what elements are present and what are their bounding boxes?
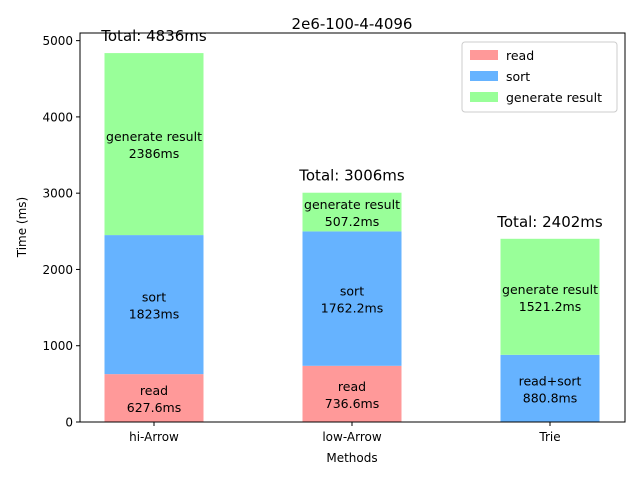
x-axis-label: Methods (326, 451, 377, 465)
segment-label-line: 1823ms (129, 307, 180, 322)
segment-label-line: generate result (502, 282, 598, 297)
axis-layer: 0 1000 2000 3000 4000 5000 hi-Arrow low-Arrow Tr… (42, 34, 560, 444)
y-tick-label: 5000 (42, 34, 73, 48)
segment-label-line: 1762.2ms (321, 301, 383, 316)
legend-swatch (470, 71, 498, 81)
legend-swatch (470, 50, 498, 60)
bar-segment (104, 374, 204, 422)
legend-swatch (470, 92, 498, 102)
y-tick-label: 0 (65, 416, 73, 430)
y-tick-label: 1000 (42, 339, 73, 353)
legend-label: sort (506, 69, 530, 84)
total-label: Total: 4836ms (100, 27, 207, 45)
bar-segment (302, 192, 402, 232)
segment-label-line: 1521.2ms (519, 299, 581, 314)
bar-segment (302, 365, 402, 422)
segment-label: read 627.6ms (127, 383, 181, 415)
y-tick-label: 3000 (42, 187, 73, 201)
legend-label: read (506, 48, 534, 63)
segment-label-line: 736.6ms (325, 396, 379, 411)
total-label: Total: 2402ms (496, 213, 603, 231)
segment-label-line: generate result (304, 197, 400, 212)
segment-label-line: 507.2ms (325, 214, 379, 229)
segment-label: generate result 1521.2ms (502, 282, 598, 314)
segment-label: sort 1762.2ms (321, 284, 383, 316)
segment-label: generate result 2386ms (106, 129, 202, 161)
y-axis-label: Time (ms) (15, 197, 29, 259)
segment-label: read+sort 880.8ms (519, 373, 582, 405)
bar-segment (500, 354, 600, 422)
segment-label-line: 2386ms (129, 146, 180, 161)
y-tick-label: 4000 (42, 110, 73, 124)
plot-layer: read 627.6ms sort 1823ms generate result 2386… (100, 27, 603, 422)
legend: read sort generate result (461, 41, 618, 113)
segment-label-line: read+sort (519, 373, 582, 388)
x-tick-label: hi-Arrow (129, 430, 179, 444)
bar-segment (104, 235, 204, 375)
x-tick-label: Trie (538, 430, 560, 444)
segment-label-line: read (338, 379, 366, 394)
legend-box (461, 41, 618, 113)
segment-label-line: sort (142, 290, 166, 305)
total-label: Total: 3006ms (298, 167, 405, 185)
bar-segment (104, 53, 204, 236)
segment-label-line: generate result (106, 129, 202, 144)
segment-label: generate result 507.2ms (304, 197, 400, 229)
segment-label-line: 627.6ms (127, 400, 181, 415)
segment-label: read 736.6ms (325, 379, 379, 411)
y-tick-label: 2000 (42, 263, 73, 277)
segment-label-line: 880.8ms (523, 390, 577, 405)
segment-label-line: read (140, 383, 168, 398)
x-tick-label: low-Arrow (322, 430, 382, 444)
chart-title: 2e6-100-4-4096 (292, 15, 413, 33)
segment-label: sort 1823ms (129, 290, 180, 322)
bar-segment (302, 231, 402, 366)
legend-label: generate result (506, 90, 602, 105)
bar-segment (500, 238, 600, 355)
segment-label-line: sort (340, 284, 364, 299)
